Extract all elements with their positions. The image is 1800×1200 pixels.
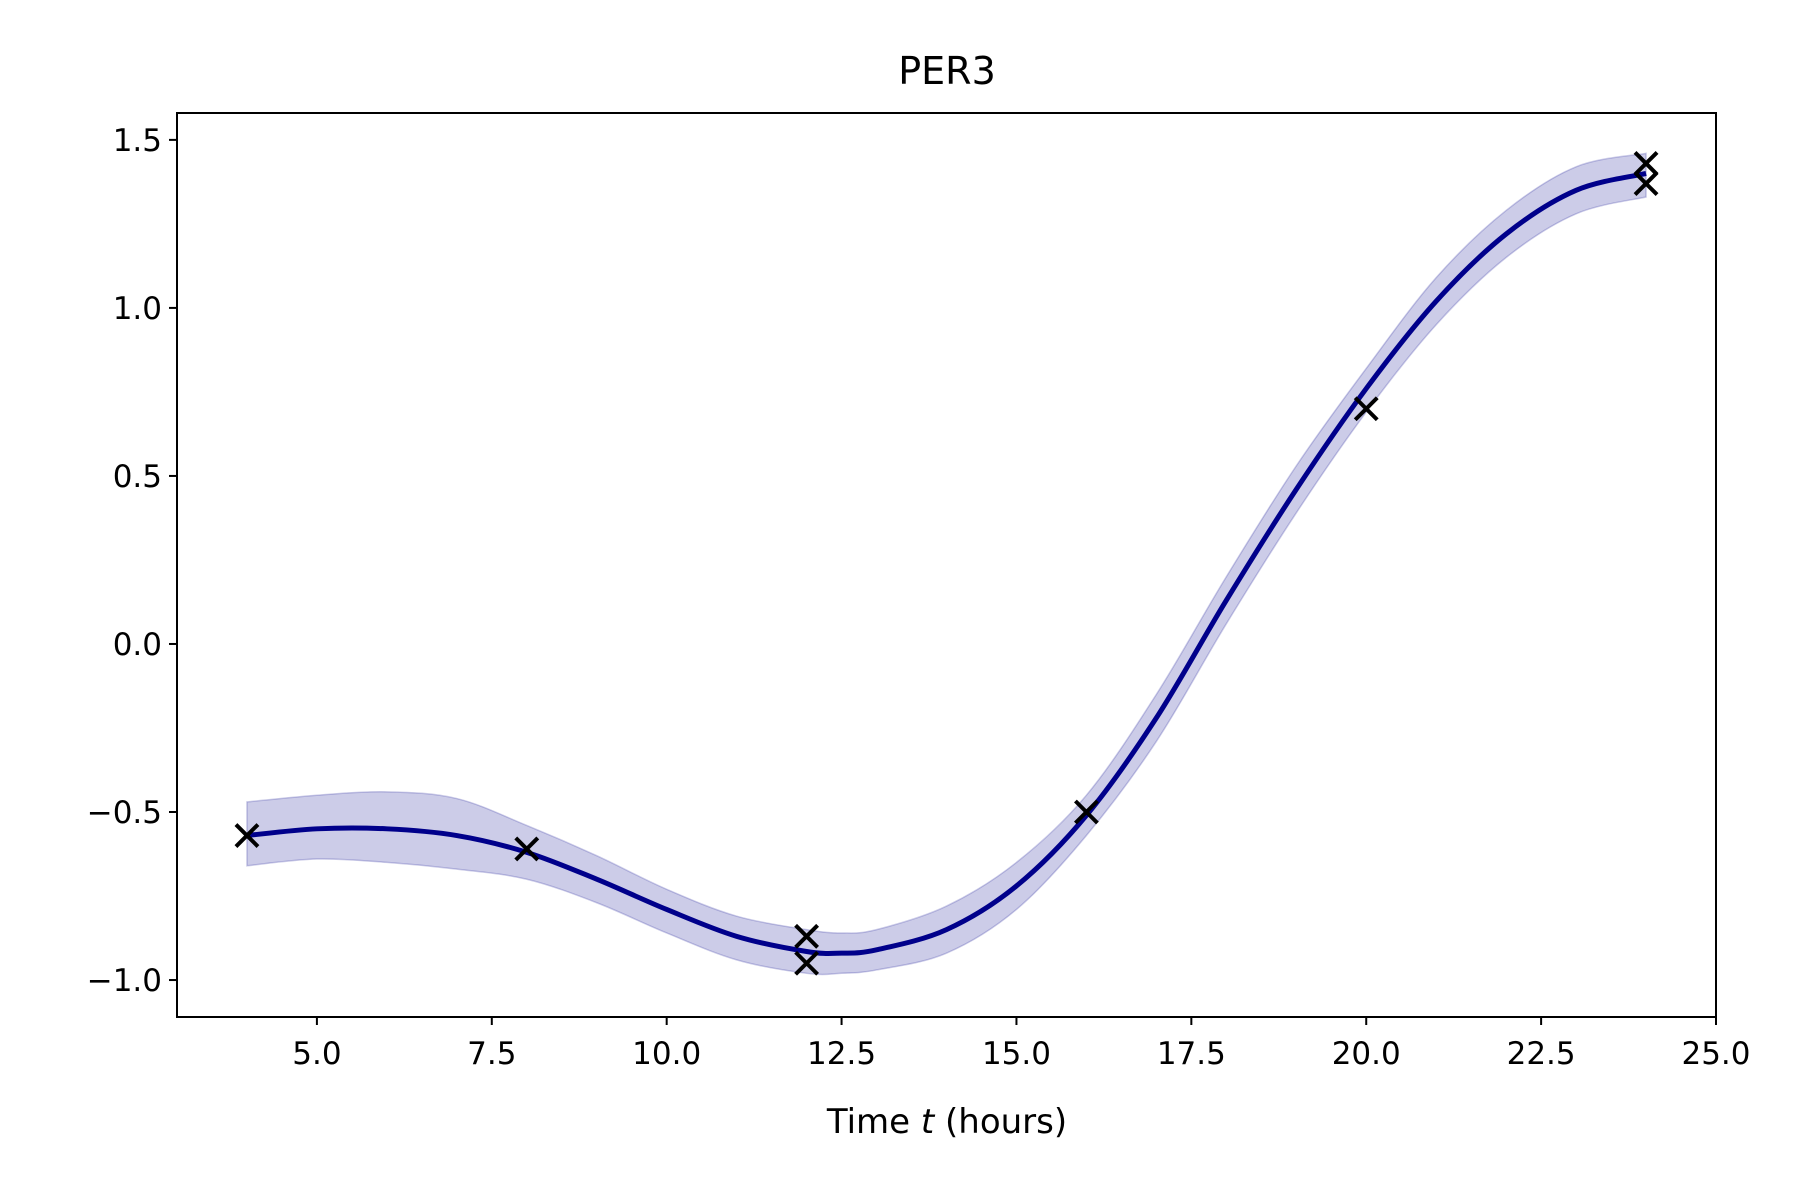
confidence-band: [246, 152, 1647, 976]
x-axis: 5.0 7.5 10.0 12.5 15.0 17.5 20.0 22.5 25.0: [292, 1017, 1751, 1072]
observation-point: [234, 823, 260, 848]
observation-point: [1633, 150, 1659, 176]
x-axis-label-variable: t: [921, 1102, 936, 1142]
observation-point: [1073, 799, 1099, 825]
x-tick-label: 17.5: [1157, 1036, 1226, 1072]
x-axis-label-prefix: Time: [826, 1102, 921, 1142]
x-tick-label: 10.0: [632, 1036, 701, 1072]
x-tick-label: 25.0: [1681, 1036, 1750, 1072]
x-tick-label: 20.0: [1332, 1036, 1401, 1072]
observation-point: [794, 950, 820, 976]
x-tick-label: 7.5: [467, 1036, 516, 1072]
x-axis-label-suffix: (hours): [934, 1102, 1067, 1142]
y-tick-label: 1.0: [113, 291, 162, 327]
x-tick-label: 12.5: [807, 1036, 876, 1072]
y-axis: −1.0 −0.5 0.0 0.5 1.0 1.5: [87, 123, 177, 999]
x-tick-label: 5.0: [292, 1036, 341, 1072]
x-axis-label: Time t (hours): [826, 1102, 1067, 1142]
mean-curve: [246, 171, 1647, 956]
chart-title: PER3: [898, 49, 996, 93]
x-tick-label: 15.0: [982, 1036, 1051, 1072]
y-tick-label: −1.0: [87, 963, 162, 999]
plot-area: [234, 150, 1659, 976]
observation-point: [1353, 396, 1379, 422]
y-tick-label: 1.5: [113, 123, 162, 159]
observation-point: [1633, 171, 1659, 196]
y-tick-label: 0.0: [113, 627, 162, 663]
plot-frame: [176, 112, 1717, 1018]
y-tick-label: −0.5: [87, 795, 162, 831]
x-tick-label: 22.5: [1507, 1036, 1576, 1072]
y-tick-label: 0.5: [113, 459, 162, 495]
observation-point: [794, 923, 820, 949]
observation-point: [514, 836, 540, 862]
